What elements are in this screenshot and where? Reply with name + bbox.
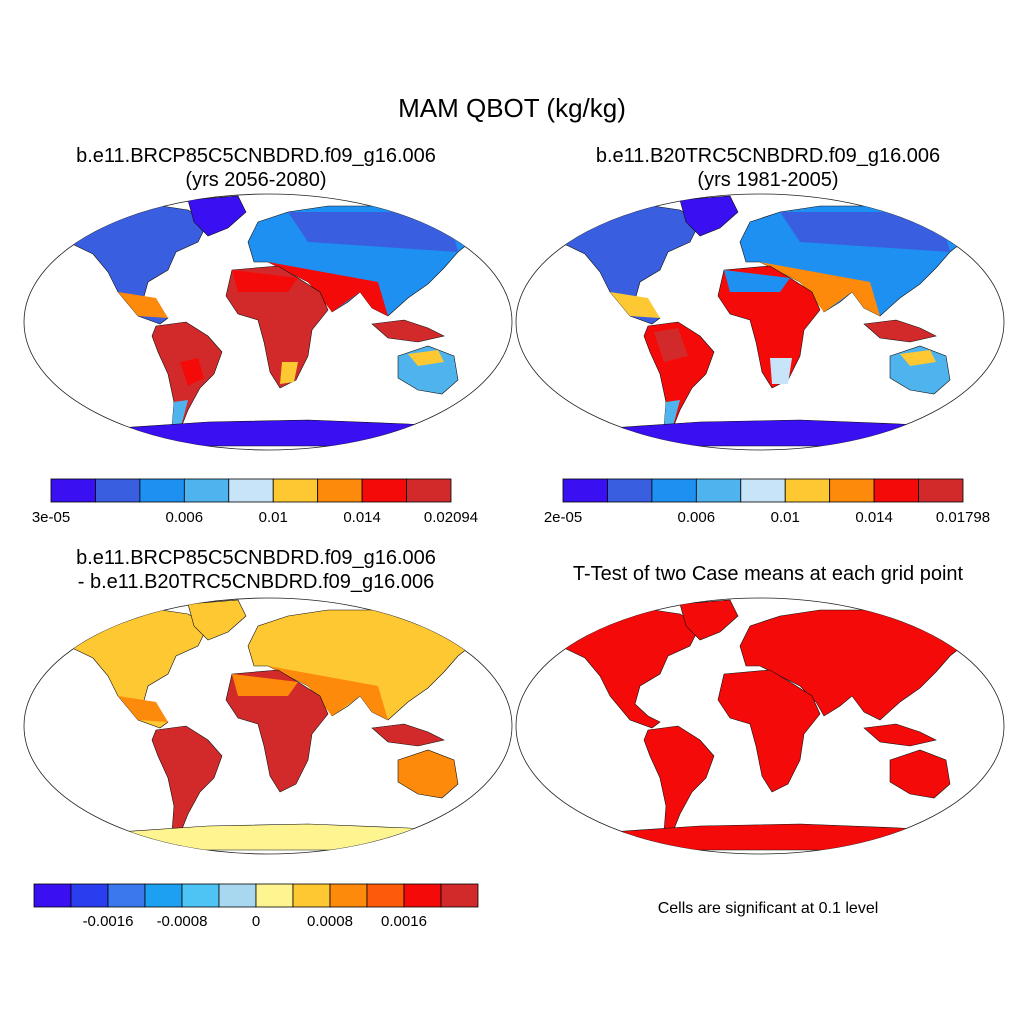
colorbar-swatch xyxy=(406,478,452,503)
colorbar-swatch xyxy=(873,478,919,503)
colorbar-swatch xyxy=(33,883,72,908)
colorbar-swatch xyxy=(403,883,442,908)
colorbar-tick-label: 0.0008 xyxy=(307,913,353,930)
colorbar-tick-label: 0.014 xyxy=(855,509,893,526)
colorbar-swatch xyxy=(107,883,146,908)
colorbar-swatch xyxy=(918,478,964,503)
map-panel-3 xyxy=(23,597,513,855)
colorbar-tick-label: 0.0016 xyxy=(381,913,427,930)
colorbar-swatch xyxy=(181,883,220,908)
colorbar-swatch xyxy=(144,883,183,908)
colorbar-swatch xyxy=(183,478,230,503)
colorbar-tick-label: 0.014 xyxy=(343,509,381,526)
colorbar-swatch xyxy=(440,883,479,908)
colorbar-swatch xyxy=(361,478,407,503)
map-panel-1 xyxy=(23,193,513,451)
panel-2-title: b.e11.B20TRC5CNBDRD.f09_g16.006 (yrs 198… xyxy=(512,144,1024,192)
colorbar-swatch xyxy=(651,478,697,503)
colorbar-tick-label: 0.01798 xyxy=(936,509,990,526)
colorbar-tick-label: 0.01 xyxy=(259,509,288,526)
colorbar-tick-label: 0.01 xyxy=(771,509,800,526)
map-panel-2 xyxy=(515,193,1005,451)
colorbar-panel-2: 2e-05 0.006 0.01 0.014 0.01798 xyxy=(544,478,990,526)
colorbar-swatch xyxy=(70,883,109,908)
panel-4-title: T-Test of two Case means at each grid po… xyxy=(572,563,964,585)
colorbar-swatch xyxy=(50,478,96,503)
map-panel-4 xyxy=(515,597,1005,855)
colorbar-swatch xyxy=(329,883,368,908)
panel-2-title-line2: (yrs 1981-2005) xyxy=(697,169,839,191)
colorbar-swatch xyxy=(95,478,141,503)
colorbar-swatch xyxy=(366,883,405,908)
figure-title: MAM QBOT (kg/kg) xyxy=(398,93,626,123)
colorbar-tick-label: -0.0008 xyxy=(157,913,208,930)
colorbar-tick-label: 0.006 xyxy=(678,509,716,526)
colorbar-swatch xyxy=(255,883,294,908)
colorbar-tick-label: 0 xyxy=(252,913,260,930)
colorbar-swatch xyxy=(829,478,875,503)
panel-3-title: b.e11.BRCP85C5CNBDRD.f09_g16.006 - b.e11… xyxy=(0,546,512,594)
colorbar-swatch xyxy=(695,478,742,503)
colorbar-panel-1: 3e-05 0.006 0.01 0.014 0.02094 xyxy=(32,478,478,526)
panel-1-title-line2: (yrs 2056-2080) xyxy=(185,169,327,191)
colorbar-swatch xyxy=(292,883,331,908)
colorbar-swatch xyxy=(784,478,831,503)
panel-2-title-line1: b.e11.B20TRC5CNBDRD.f09_g16.006 xyxy=(595,145,941,167)
colorbar-swatch xyxy=(562,478,608,503)
panel-3-title-line2: - b.e11.B20TRC5CNBDRD.f09_g16.006 xyxy=(77,571,435,593)
colorbar-tick-label: -0.0016 xyxy=(83,913,134,930)
significance-note: Cells are significant at 0.1 level xyxy=(657,900,879,917)
colorbar-swatch xyxy=(139,478,185,503)
panel-1-title: b.e11.BRCP85C5CNBDRD.f09_g16.006 (yrs 20… xyxy=(0,144,512,192)
colorbar-swatch xyxy=(272,478,319,503)
colorbar-tick-label: 2e-05 xyxy=(544,509,582,526)
colorbar-swatch xyxy=(740,478,786,503)
colorbar-swatch xyxy=(218,883,257,908)
colorbar-tick-label: 0.02094 xyxy=(424,509,478,526)
colorbar-tick-label: 3e-05 xyxy=(32,509,70,526)
panel-3-title-line1: b.e11.BRCP85C5CNBDRD.f09_g16.006 xyxy=(76,547,436,569)
colorbar-tick-label: 0.006 xyxy=(166,509,204,526)
colorbar-swatch xyxy=(607,478,653,503)
colorbar-panel-3: -0.0016 -0.0008 0 0.0008 0.0016 xyxy=(33,883,479,930)
colorbar-swatch xyxy=(317,478,363,503)
panel-1-title-line1: b.e11.BRCP85C5CNBDRD.f09_g16.006 xyxy=(76,145,436,167)
colorbar-swatch xyxy=(228,478,274,503)
